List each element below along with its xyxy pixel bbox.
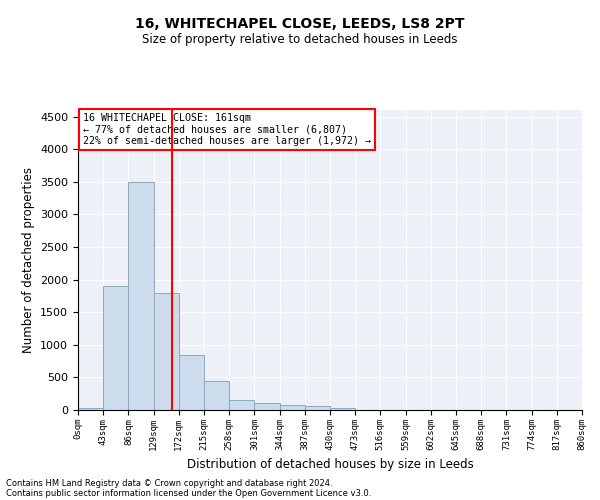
Bar bbox=[229, 400, 254, 410]
Bar bbox=[280, 405, 305, 410]
Text: Contains public sector information licensed under the Open Government Licence v3: Contains public sector information licen… bbox=[6, 488, 371, 498]
Bar bbox=[179, 354, 204, 410]
Y-axis label: Number of detached properties: Number of detached properties bbox=[22, 167, 35, 353]
Bar bbox=[330, 408, 355, 410]
Bar bbox=[204, 380, 229, 410]
Bar bbox=[103, 286, 128, 410]
Text: Size of property relative to detached houses in Leeds: Size of property relative to detached ho… bbox=[142, 32, 458, 46]
X-axis label: Distribution of detached houses by size in Leeds: Distribution of detached houses by size … bbox=[187, 458, 473, 471]
Text: 16, WHITECHAPEL CLOSE, LEEDS, LS8 2PT: 16, WHITECHAPEL CLOSE, LEEDS, LS8 2PT bbox=[135, 18, 465, 32]
Bar bbox=[305, 406, 330, 410]
Bar bbox=[128, 182, 154, 410]
Bar bbox=[254, 404, 280, 410]
Text: 16 WHITECHAPEL CLOSE: 161sqm
← 77% of detached houses are smaller (6,807)
22% of: 16 WHITECHAPEL CLOSE: 161sqm ← 77% of de… bbox=[83, 113, 371, 146]
Bar bbox=[78, 408, 103, 410]
Bar bbox=[154, 294, 179, 410]
Text: Contains HM Land Registry data © Crown copyright and database right 2024.: Contains HM Land Registry data © Crown c… bbox=[6, 478, 332, 488]
